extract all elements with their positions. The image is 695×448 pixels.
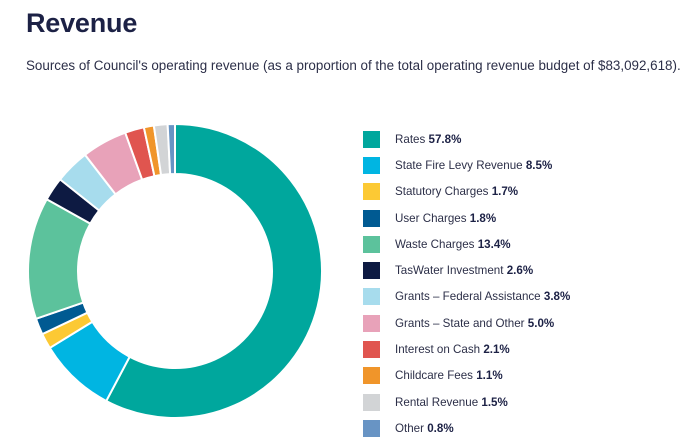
legend-label: Childcare Fees 1.1% xyxy=(395,369,503,382)
legend-series-name: User Charges xyxy=(395,211,467,225)
legend-item-grants-state-and-other: Grants – State and Other 5.0% xyxy=(363,310,570,336)
legend-item-other: Other 0.8% xyxy=(363,415,570,441)
legend-item-waste-charges: Waste Charges 13.4% xyxy=(363,231,570,257)
legend-value: 2.6% xyxy=(506,264,534,278)
legend-item-user-charges: User Charges 1.8% xyxy=(363,205,570,231)
legend-value: 2.1% xyxy=(483,343,510,357)
legend-series-name: Rental Revenue xyxy=(395,395,479,409)
legend-item-state-fire-levy-revenue: State Fire Levy Revenue 8.5% xyxy=(363,152,570,178)
legend-series-name: Waste Charges xyxy=(395,237,475,251)
legend-label: Grants – Federal Assistance 3.8% xyxy=(395,290,570,303)
legend-item-childcare-fees: Childcare Fees 1.1% xyxy=(363,363,570,389)
legend-label: Rental Revenue 1.5% xyxy=(395,396,508,409)
legend-swatch xyxy=(363,209,380,227)
legend-series-name: Rates xyxy=(395,132,426,146)
legend-value: 1.7% xyxy=(491,185,519,199)
legend-item-statutory-charges: Statutory Charges 1.7% xyxy=(363,179,570,205)
donut-chart xyxy=(27,122,323,419)
legend-series-name: Other xyxy=(395,421,424,435)
legend-swatch xyxy=(363,156,380,174)
legend-item-rental-revenue: Rental Revenue 1.5% xyxy=(363,389,570,415)
legend-swatch xyxy=(363,235,380,253)
legend-value: 5.0% xyxy=(527,316,555,330)
legend-swatch xyxy=(363,393,380,411)
legend-series-name: Childcare Fees xyxy=(395,369,473,383)
legend-label: Waste Charges 13.4% xyxy=(395,238,511,251)
legend-value: 1.1% xyxy=(476,369,503,383)
legend-swatch xyxy=(363,314,380,332)
slice-other xyxy=(166,122,176,176)
legend-item-interest-on-cash: Interest on Cash 2.1% xyxy=(363,336,570,362)
legend-value: 0.8% xyxy=(427,421,454,435)
legend-value: 13.4% xyxy=(477,237,511,251)
legend-item-rates: Rates 57.8% xyxy=(363,126,570,152)
legend-label: Grants – State and Other 5.0% xyxy=(395,317,554,330)
legend-label: TasWater Investment 2.6% xyxy=(395,264,533,277)
legend-item-grants-federal-assistance: Grants – Federal Assistance 3.8% xyxy=(363,284,570,310)
legend-label: Other 0.8% xyxy=(395,422,454,435)
legend-swatch xyxy=(363,419,380,437)
legend-value: 1.5% xyxy=(481,395,508,409)
legend-series-name: Statutory Charges xyxy=(395,185,489,199)
slice-rates xyxy=(104,122,323,419)
legend-value: 57.8% xyxy=(428,132,462,146)
legend-swatch xyxy=(363,262,380,280)
legend-swatch xyxy=(363,130,380,148)
page-title: Revenue xyxy=(26,8,138,38)
legend-value: 1.8% xyxy=(469,211,497,225)
legend-series-name: State Fire Levy Revenue xyxy=(395,158,523,172)
legend-label: State Fire Levy Revenue 8.5% xyxy=(395,159,552,172)
chart-legend: Rates 57.8% State Fire Levy Revenue 8.5% S… xyxy=(363,126,570,442)
legend-series-name: Grants – State and Other xyxy=(395,316,525,330)
legend-series-name: Interest on Cash xyxy=(395,343,481,357)
legend-value: 8.5% xyxy=(525,158,553,172)
legend-label: User Charges 1.8% xyxy=(395,212,496,225)
legend-swatch xyxy=(363,183,380,201)
legend-value: 3.8% xyxy=(543,290,571,304)
legend-label: Statutory Charges 1.7% xyxy=(395,185,518,198)
legend-swatch xyxy=(363,288,380,306)
legend-series-name: TasWater Investment xyxy=(395,264,504,278)
legend-swatch xyxy=(363,341,380,359)
legend-label: Rates 57.8% xyxy=(395,133,461,146)
legend-label: Interest on Cash 2.1% xyxy=(395,343,510,356)
legend-item-taswater-investment: TasWater Investment 2.6% xyxy=(363,257,570,283)
chart-subtitle: Sources of Council's operating revenue (… xyxy=(26,58,681,73)
legend-swatch xyxy=(363,367,380,385)
legend-series-name: Grants – Federal Assistance xyxy=(395,290,541,304)
